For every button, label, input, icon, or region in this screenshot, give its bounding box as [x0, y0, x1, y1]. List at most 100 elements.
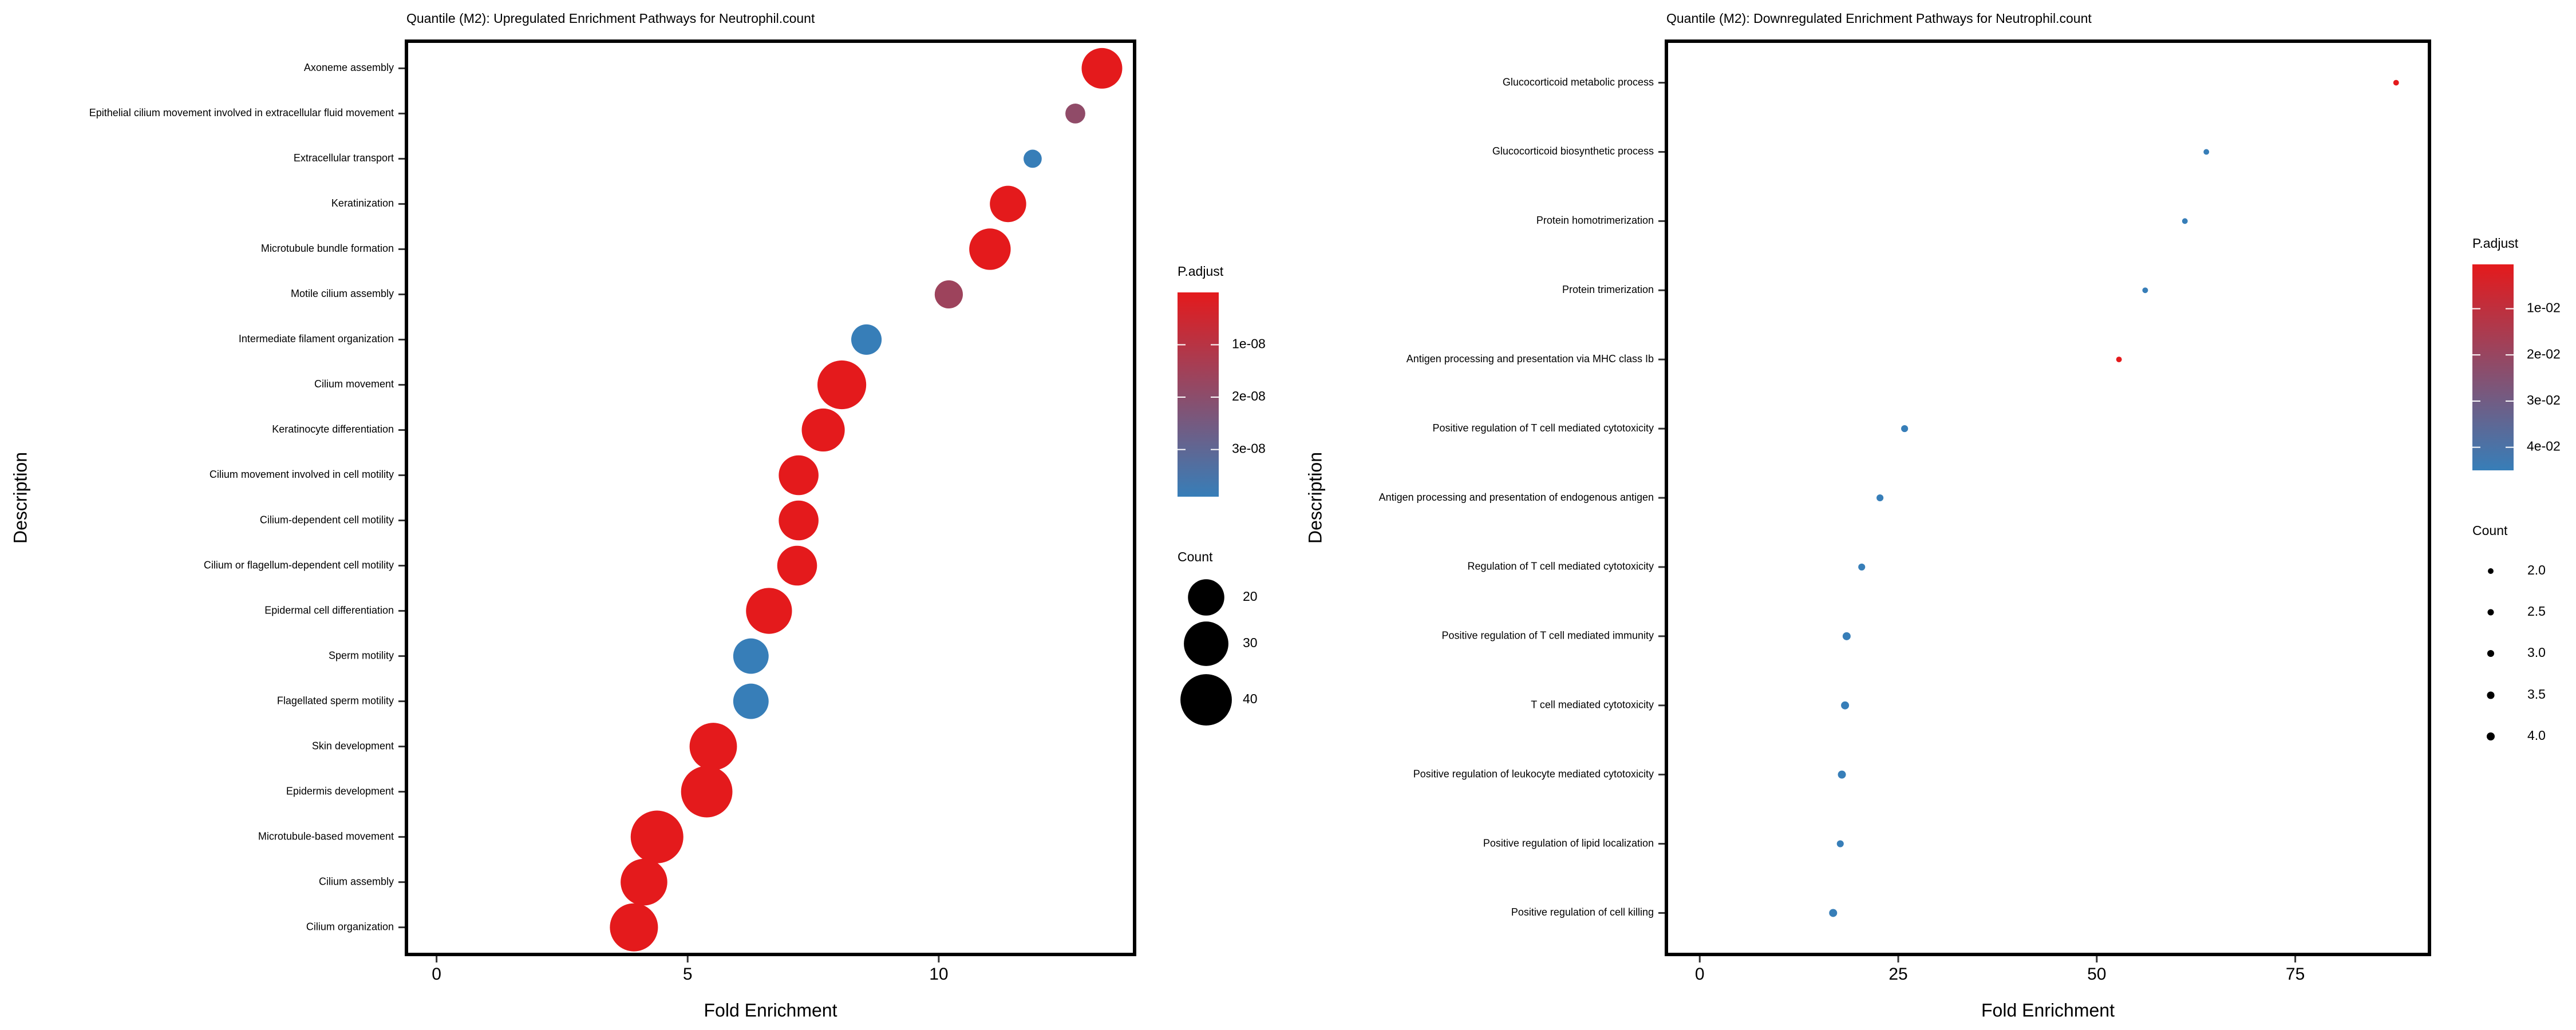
dot — [1829, 909, 1838, 917]
y-tick-label: Epidermis development — [286, 785, 394, 797]
y-tick-label: Epithelial cilium movement involved in e… — [89, 107, 394, 118]
y-tick-label: Positive regulation of lipid localizatio… — [1483, 837, 1654, 849]
legend-title: Count — [2472, 523, 2508, 538]
dot — [681, 766, 733, 818]
size-key — [2487, 649, 2495, 657]
x-axis-title: Fold Enrichment — [1981, 1000, 2115, 1020]
dot — [969, 228, 1011, 270]
dot — [2203, 149, 2210, 155]
dot — [2116, 356, 2122, 363]
dot — [777, 545, 817, 586]
y-tick-label: Keratinocyte differentiation — [272, 423, 394, 435]
y-tick-label: Extracellular transport — [294, 152, 394, 164]
colorbar-label: 1e-02 — [2527, 300, 2561, 315]
y-tick-label: Cilium assembly — [319, 876, 394, 887]
colorbar — [1178, 292, 1219, 497]
colorbar-label: 4e-02 — [2527, 439, 2561, 454]
dot — [779, 500, 819, 541]
dot — [990, 185, 1026, 223]
dot — [630, 810, 683, 863]
y-tick-label: Cilium movement — [314, 378, 394, 390]
dot — [1876, 494, 1884, 502]
legend-title: P.adjust — [1178, 264, 1224, 279]
size-key — [2488, 568, 2494, 574]
size-key — [2487, 732, 2495, 740]
y-tick-label: T cell mediated cytotoxicity — [1531, 699, 1654, 710]
size-key — [2487, 609, 2494, 616]
legend-title: Count — [1178, 549, 1213, 564]
x-tick-label: 75 — [2286, 965, 2305, 984]
dot — [1024, 149, 1042, 168]
size-key — [2487, 691, 2495, 699]
plot-frame — [1665, 39, 2431, 956]
dot — [934, 280, 963, 309]
size-label: 40 — [1243, 691, 1258, 706]
chart-title: Quantile (M2): Downregulated Enrichment … — [1666, 11, 2092, 26]
y-tick-label: Glucocorticoid biosynthetic process — [1492, 145, 1654, 157]
colorbar-label: 2e-02 — [2527, 346, 2561, 361]
y-tick-label: Microtubule bundle formation — [261, 243, 394, 254]
size-key — [1184, 621, 1228, 666]
size-label: 3.5 — [2527, 687, 2546, 702]
x-tick-label: 10 — [929, 965, 948, 984]
dot — [1842, 632, 1851, 640]
y-axis-title: Description — [1305, 452, 1325, 544]
size-label: 30 — [1243, 635, 1258, 650]
y-tick-label: Motile cilium assembly — [291, 288, 394, 299]
y-tick-label: Flagellated sperm motility — [277, 695, 394, 706]
size-key — [1180, 674, 1232, 726]
y-tick-label: Microtubule-based movement — [258, 830, 394, 842]
colorbar-label: 2e-08 — [1232, 389, 1266, 403]
x-tick-label: 50 — [2087, 965, 2106, 984]
dot — [1858, 563, 1866, 571]
dot — [1081, 47, 1123, 89]
colorbar-label: 3e-02 — [2527, 393, 2561, 407]
y-tick-label: Intermediate filament organization — [239, 333, 394, 344]
y-tick-label: Positive regulation of leukocyte mediate… — [1413, 768, 1654, 779]
dot — [1836, 840, 1844, 847]
y-tick-label: Antigen processing and presentation of e… — [1379, 492, 1654, 503]
colorbar — [2472, 264, 2514, 470]
dot — [1901, 425, 1909, 433]
dot — [746, 588, 792, 634]
chart-title: Quantile (M2): Upregulated Enrichment Pa… — [406, 11, 815, 26]
x-axis-title: Fold Enrichment — [704, 1000, 837, 1020]
y-tick-label: Epidermal cell differentiation — [264, 604, 394, 616]
x-tick-label: 0 — [432, 965, 441, 984]
dot — [733, 683, 769, 719]
dot — [1065, 104, 1085, 124]
y-tick-label: Axoneme assembly — [304, 62, 394, 73]
y-tick-label: Positive regulation of T cell mediated i… — [1441, 630, 1654, 641]
y-tick-label: Cilium or flagellum-dependent cell motil… — [204, 559, 394, 571]
dot — [733, 638, 769, 674]
y-axis-title: Description — [10, 452, 30, 544]
y-tick-label: Positive regulation of cell killing — [1511, 906, 1654, 918]
y-tick-label: Skin development — [312, 740, 394, 751]
y-tick-label: Glucocorticoid metabolic process — [1503, 76, 1654, 88]
legend-title: P.adjust — [2472, 236, 2519, 251]
size-label: 3.0 — [2527, 645, 2546, 660]
dot — [2393, 80, 2399, 86]
size-label: 4.0 — [2527, 728, 2546, 743]
dot — [621, 858, 667, 906]
y-tick-label: Cilium-dependent cell motility — [260, 514, 394, 525]
y-tick-label: Protein trimerization — [1562, 284, 1654, 295]
colorbar-label: 3e-08 — [1232, 441, 1266, 456]
dot — [779, 455, 819, 496]
y-tick-label: Cilium organization — [306, 921, 394, 932]
dot — [689, 723, 737, 770]
dot — [2142, 287, 2148, 294]
dot — [817, 360, 867, 410]
plot-frame — [405, 39, 1136, 956]
x-tick-label: 5 — [683, 965, 693, 984]
colorbar-label: 1e-08 — [1232, 336, 1266, 351]
size-label: 20 — [1243, 589, 1258, 604]
x-tick-label: 0 — [1695, 965, 1705, 984]
y-tick-label: Regulation of T cell mediated cytotoxici… — [1467, 561, 1654, 572]
dot — [2182, 218, 2188, 224]
y-tick-label: Sperm motility — [329, 649, 394, 661]
dot — [1838, 770, 1846, 779]
y-tick-label: Positive regulation of T cell mediated c… — [1432, 422, 1654, 434]
